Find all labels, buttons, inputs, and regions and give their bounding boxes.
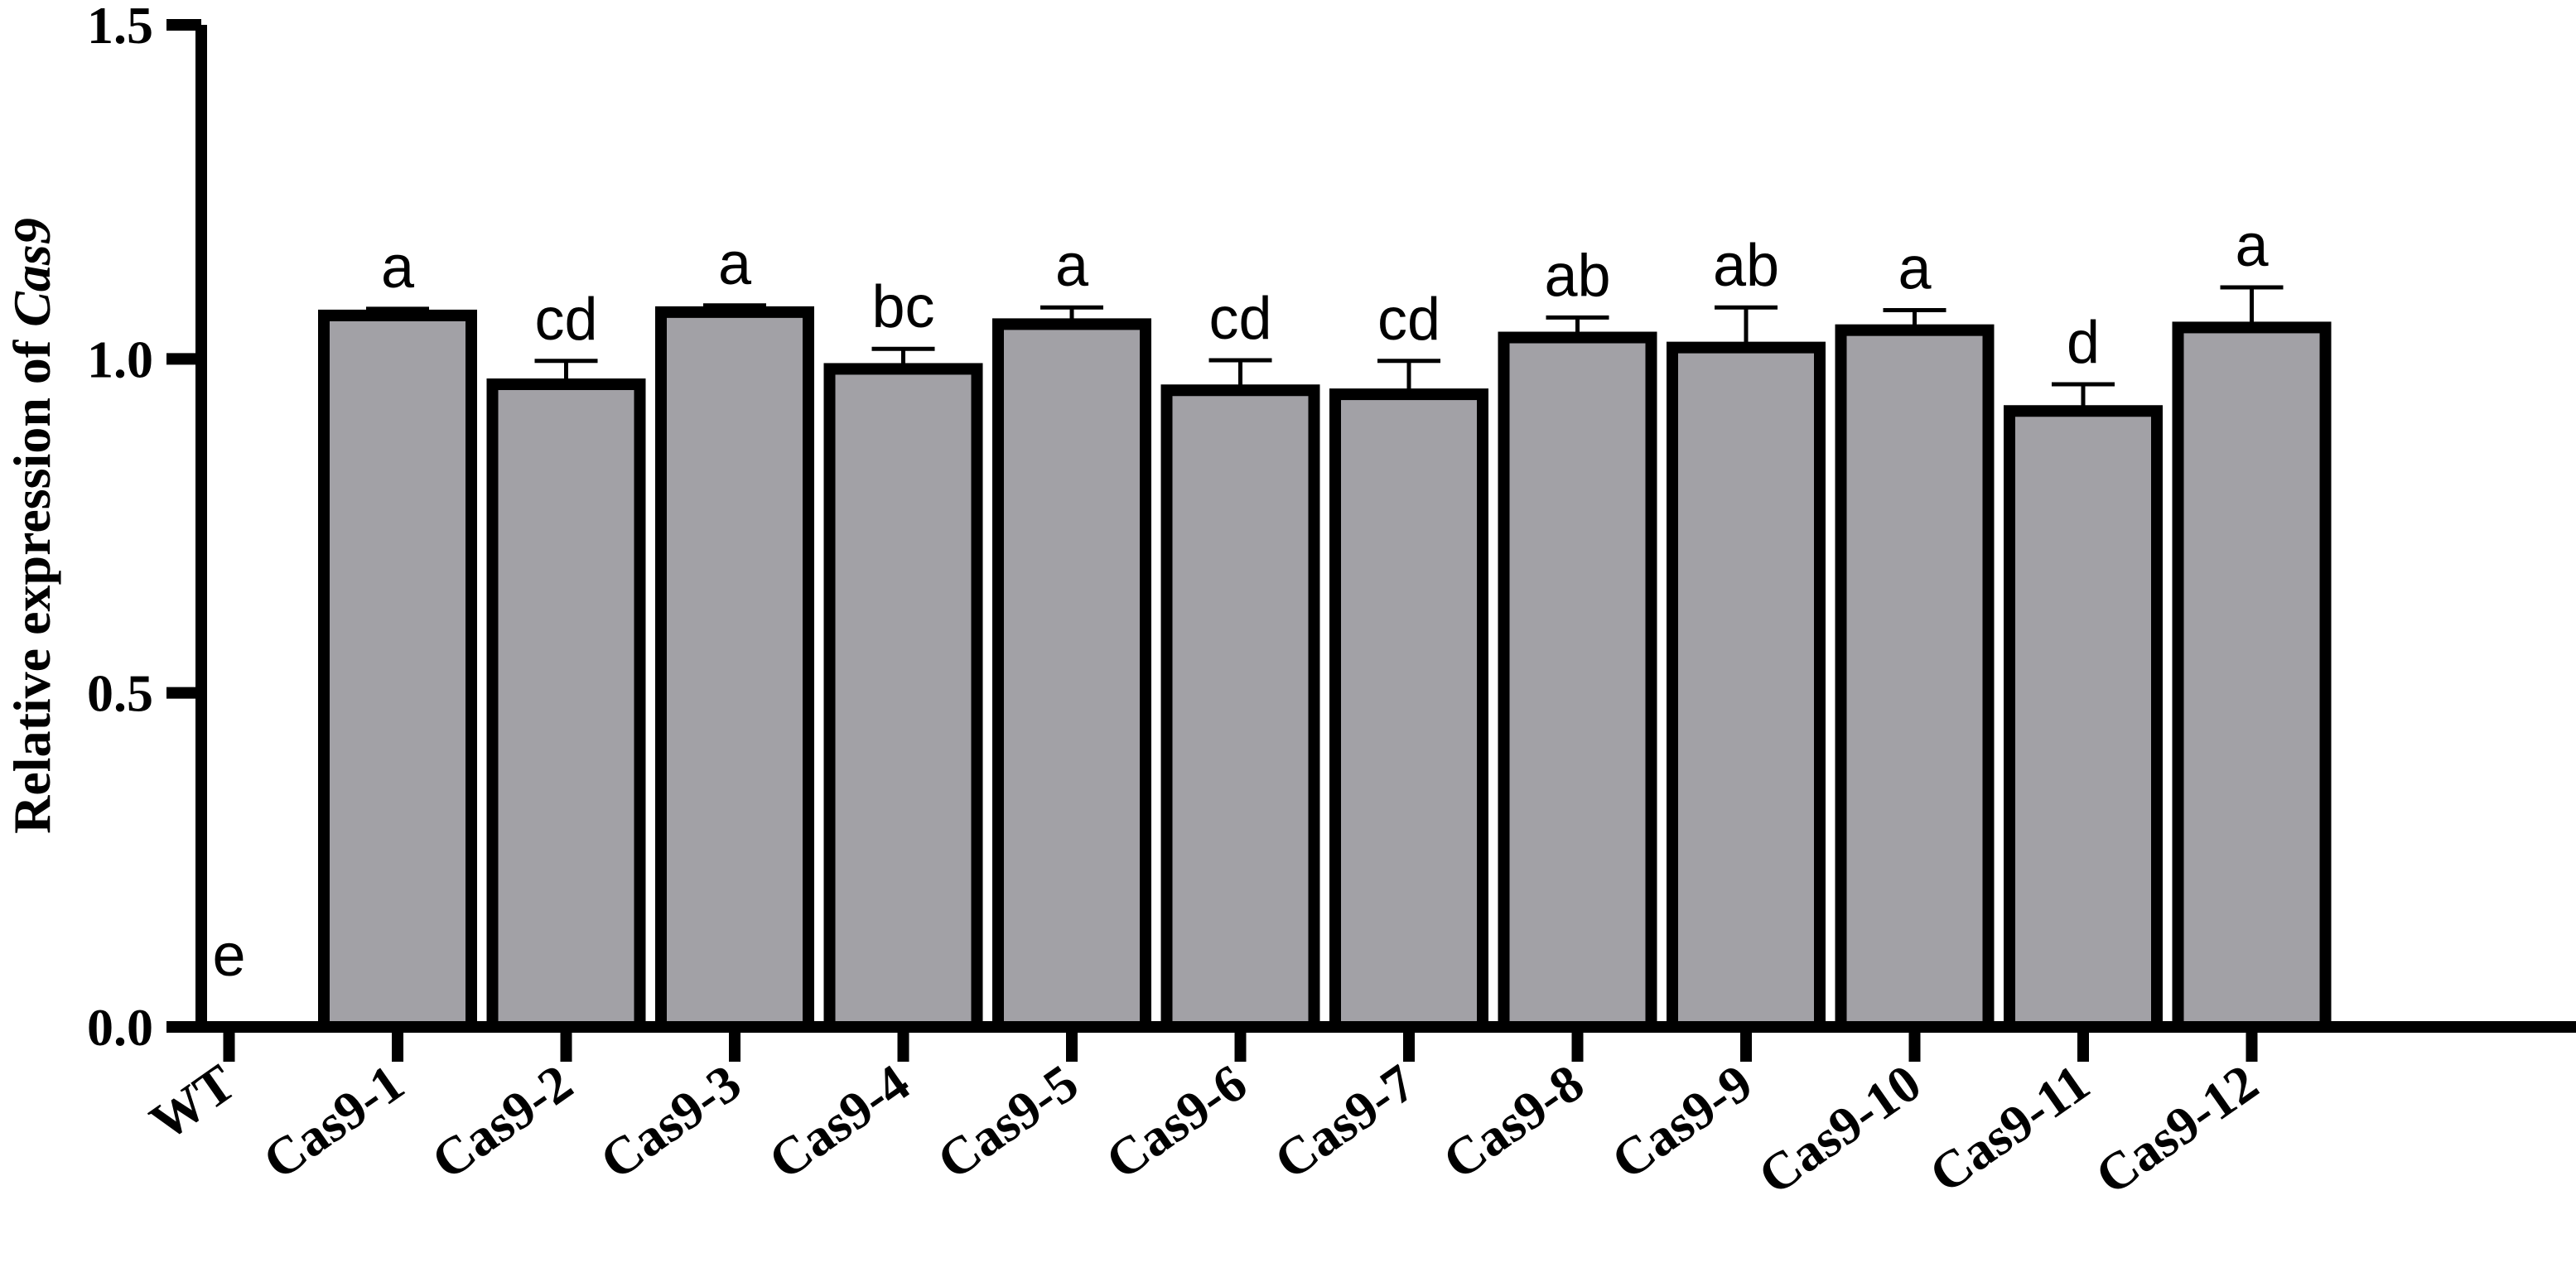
y-axis-label: Relative expression of Cas9	[2, 218, 61, 834]
significance-letter: a	[1898, 235, 1932, 301]
x-tick-label: Cas9-10	[1748, 1053, 1931, 1206]
significance-letter: cd	[1208, 286, 1271, 352]
significance-letter: a	[1055, 233, 1089, 299]
significance-letter: e	[212, 923, 245, 989]
x-ticks: WT Cas9-1 Cas9-2 Cas9-3 Cas9-4 Cas9-5 Cas9-6 Ca…	[139, 1027, 2269, 1206]
x-tick-label: Cas9-1	[253, 1053, 414, 1190]
x-tick-label: WT	[139, 1053, 245, 1151]
x-tick-label: Cas9-11	[1919, 1053, 2100, 1204]
x-tick-label: Cas9-12	[2085, 1053, 2268, 1206]
bar	[1160, 384, 1320, 1034]
x-tick-label: Cas9-6	[1095, 1053, 1257, 1190]
y-tick-label: 1.0	[87, 330, 153, 388]
significance-letter: ab	[1713, 233, 1779, 299]
bar	[823, 363, 983, 1033]
bar	[486, 378, 646, 1033]
significance-letter: cd	[534, 287, 597, 353]
axes-layer	[195, 25, 2576, 1033]
significance-letter: a	[718, 231, 752, 297]
x-tick-label: Cas9-5	[927, 1053, 1088, 1190]
x-tick-label: Cas9-3	[590, 1053, 751, 1190]
y-tick-label: 0.0	[87, 998, 153, 1057]
bar	[2172, 321, 2332, 1034]
x-tick-label: Cas9-4	[758, 1053, 919, 1190]
bar	[1329, 388, 1488, 1033]
bar	[1835, 324, 1995, 1033]
bar	[2004, 405, 2163, 1033]
x-tick-label: Cas9-7	[1264, 1053, 1425, 1190]
bar	[318, 309, 477, 1033]
x-tick-label: Cas9-9	[1601, 1053, 1763, 1190]
significance-letter: bc	[871, 274, 934, 340]
x-tick-label: Cas9-2	[421, 1053, 582, 1190]
y-ticks: 0.0 0.5 1.0 1.5	[87, 0, 201, 1057]
y-axis-label-gene: Cas9	[2, 218, 61, 327]
significance-letter: ab	[1544, 243, 1610, 309]
bar	[992, 318, 1151, 1033]
significance-letter: a	[2235, 213, 2269, 279]
bar	[1498, 331, 1657, 1033]
bar	[1667, 341, 1826, 1033]
significance-labels: e a cd a bc a cd cd ab ab a d a	[212, 213, 2269, 989]
x-tick-label: Cas9-8	[1432, 1053, 1594, 1190]
y-tick-label: 1.5	[87, 0, 153, 55]
significance-letter: d	[2067, 310, 2100, 376]
significance-letter: a	[381, 234, 415, 301]
bars-layer	[318, 285, 2332, 1034]
bar	[655, 306, 814, 1034]
y-axis-label-prefix: Relative expression of	[2, 327, 61, 834]
significance-letter: cd	[1377, 287, 1440, 353]
y-tick-label: 0.5	[87, 664, 153, 723]
